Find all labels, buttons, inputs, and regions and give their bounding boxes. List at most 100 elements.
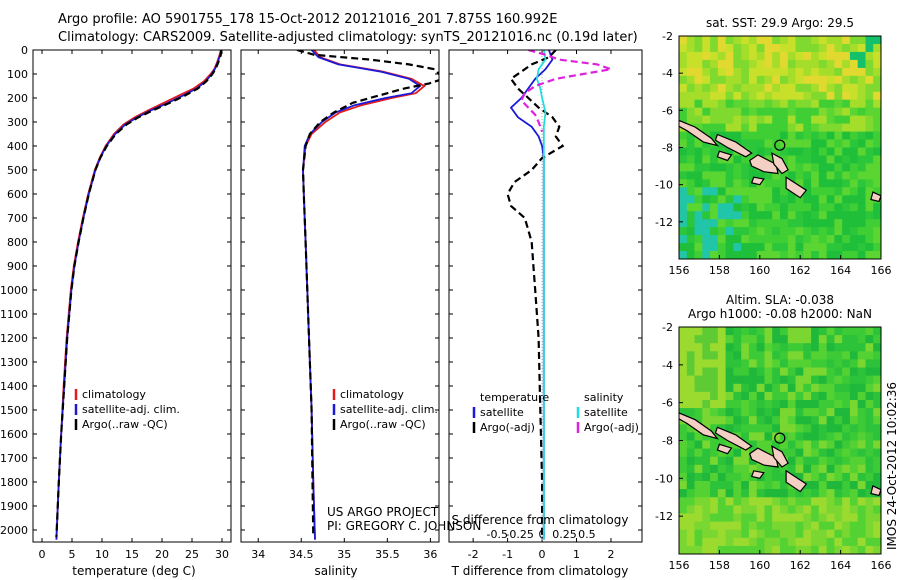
map-cell	[811, 227, 820, 236]
map-cell	[748, 383, 758, 393]
difference-series-argo-adj	[506, 50, 565, 538]
map-cell	[857, 139, 867, 149]
map-cell	[702, 227, 711, 236]
map-cell	[710, 115, 719, 125]
map-cell	[694, 67, 703, 77]
map-cell	[818, 391, 828, 401]
map-cell	[717, 400, 727, 409]
map-cell	[694, 251, 703, 259]
map-cell	[818, 211, 828, 220]
map-cell	[686, 537, 696, 547]
map-cell	[686, 67, 696, 77]
map-cell	[849, 51, 859, 61]
map-cell	[865, 235, 874, 244]
map-cell	[787, 83, 797, 93]
map-cell	[834, 391, 843, 401]
map-cell	[849, 139, 859, 149]
legend-label: satellite-adj. clim.	[340, 403, 438, 416]
map-cell	[748, 115, 758, 125]
x-tick-label: 156	[669, 559, 690, 572]
map-cell	[772, 537, 781, 547]
map-cell	[772, 59, 781, 69]
map-cell	[795, 115, 804, 125]
map-cell	[834, 51, 843, 61]
map-cell	[826, 391, 835, 401]
map-cell	[818, 107, 828, 117]
map-cell	[865, 383, 874, 393]
x-tick-label: 164	[830, 559, 851, 572]
map-cell	[717, 343, 727, 352]
map-cell	[826, 375, 835, 385]
map-cell	[803, 107, 812, 117]
map-cell	[826, 400, 835, 409]
map-cell	[780, 521, 789, 531]
map-cell	[748, 243, 758, 252]
map-cell	[873, 99, 881, 109]
map-cell	[857, 375, 867, 385]
map-cell	[834, 424, 843, 433]
map-cell	[803, 83, 812, 93]
map-cell	[811, 123, 820, 133]
map-cell	[842, 505, 851, 515]
map-cell	[679, 472, 688, 482]
map-cell	[826, 351, 835, 360]
map-cell	[717, 472, 727, 482]
map-cell	[702, 367, 711, 377]
map-cell	[725, 335, 734, 344]
map-cell	[849, 497, 859, 506]
map-cell	[780, 147, 789, 157]
map-cell	[795, 123, 804, 133]
map-cell	[772, 139, 781, 149]
y-tick-label: 500	[7, 164, 28, 177]
map-cell	[811, 115, 820, 125]
map-cell	[818, 367, 828, 377]
map-cell	[873, 211, 881, 220]
map-cell	[756, 424, 766, 433]
map-cell	[710, 408, 719, 417]
sst-map-title: sat. SST: 29.9 Argo: 29.5	[706, 16, 854, 30]
map-cell	[717, 383, 727, 393]
island	[870, 485, 881, 497]
map-cell	[873, 243, 881, 252]
map-cell	[717, 227, 727, 236]
map-cell	[717, 171, 727, 180]
map-cell	[857, 521, 867, 531]
map-cell	[741, 327, 750, 336]
map-cell	[842, 367, 851, 377]
map-cell	[857, 179, 867, 188]
map-cell	[865, 472, 874, 482]
map-cell	[834, 91, 843, 101]
map-cell	[686, 343, 696, 352]
map-cell	[857, 251, 867, 259]
float-marker	[774, 139, 786, 151]
map-cell	[795, 155, 804, 165]
map-cell	[873, 464, 881, 474]
map-cell	[772, 147, 781, 157]
map-cell	[803, 472, 812, 482]
map-cell	[686, 91, 696, 101]
y-tick-label: -2	[662, 321, 673, 334]
map-cell	[818, 243, 828, 252]
y-tick-label: 400	[7, 140, 28, 153]
map-cell	[772, 351, 781, 360]
map-cell	[756, 115, 766, 125]
map-cell	[694, 464, 703, 474]
y-tick-label: 100	[7, 68, 28, 81]
map-cell	[756, 400, 766, 409]
map-cell	[717, 505, 727, 515]
map-cell	[694, 139, 703, 149]
y-tick-label: -2	[662, 30, 673, 43]
map-cell	[826, 343, 835, 352]
map-cell	[725, 375, 734, 385]
map-cell	[725, 107, 734, 117]
y-tick-label: -12	[655, 510, 673, 523]
map-cell	[694, 147, 703, 157]
map-cell	[842, 203, 851, 212]
map-cell	[772, 107, 781, 117]
map-cell	[803, 139, 812, 149]
map-cell	[811, 545, 820, 554]
map-cell	[710, 359, 719, 369]
map-cell	[764, 424, 773, 433]
map-cell	[865, 179, 874, 188]
map-cell	[818, 179, 828, 188]
